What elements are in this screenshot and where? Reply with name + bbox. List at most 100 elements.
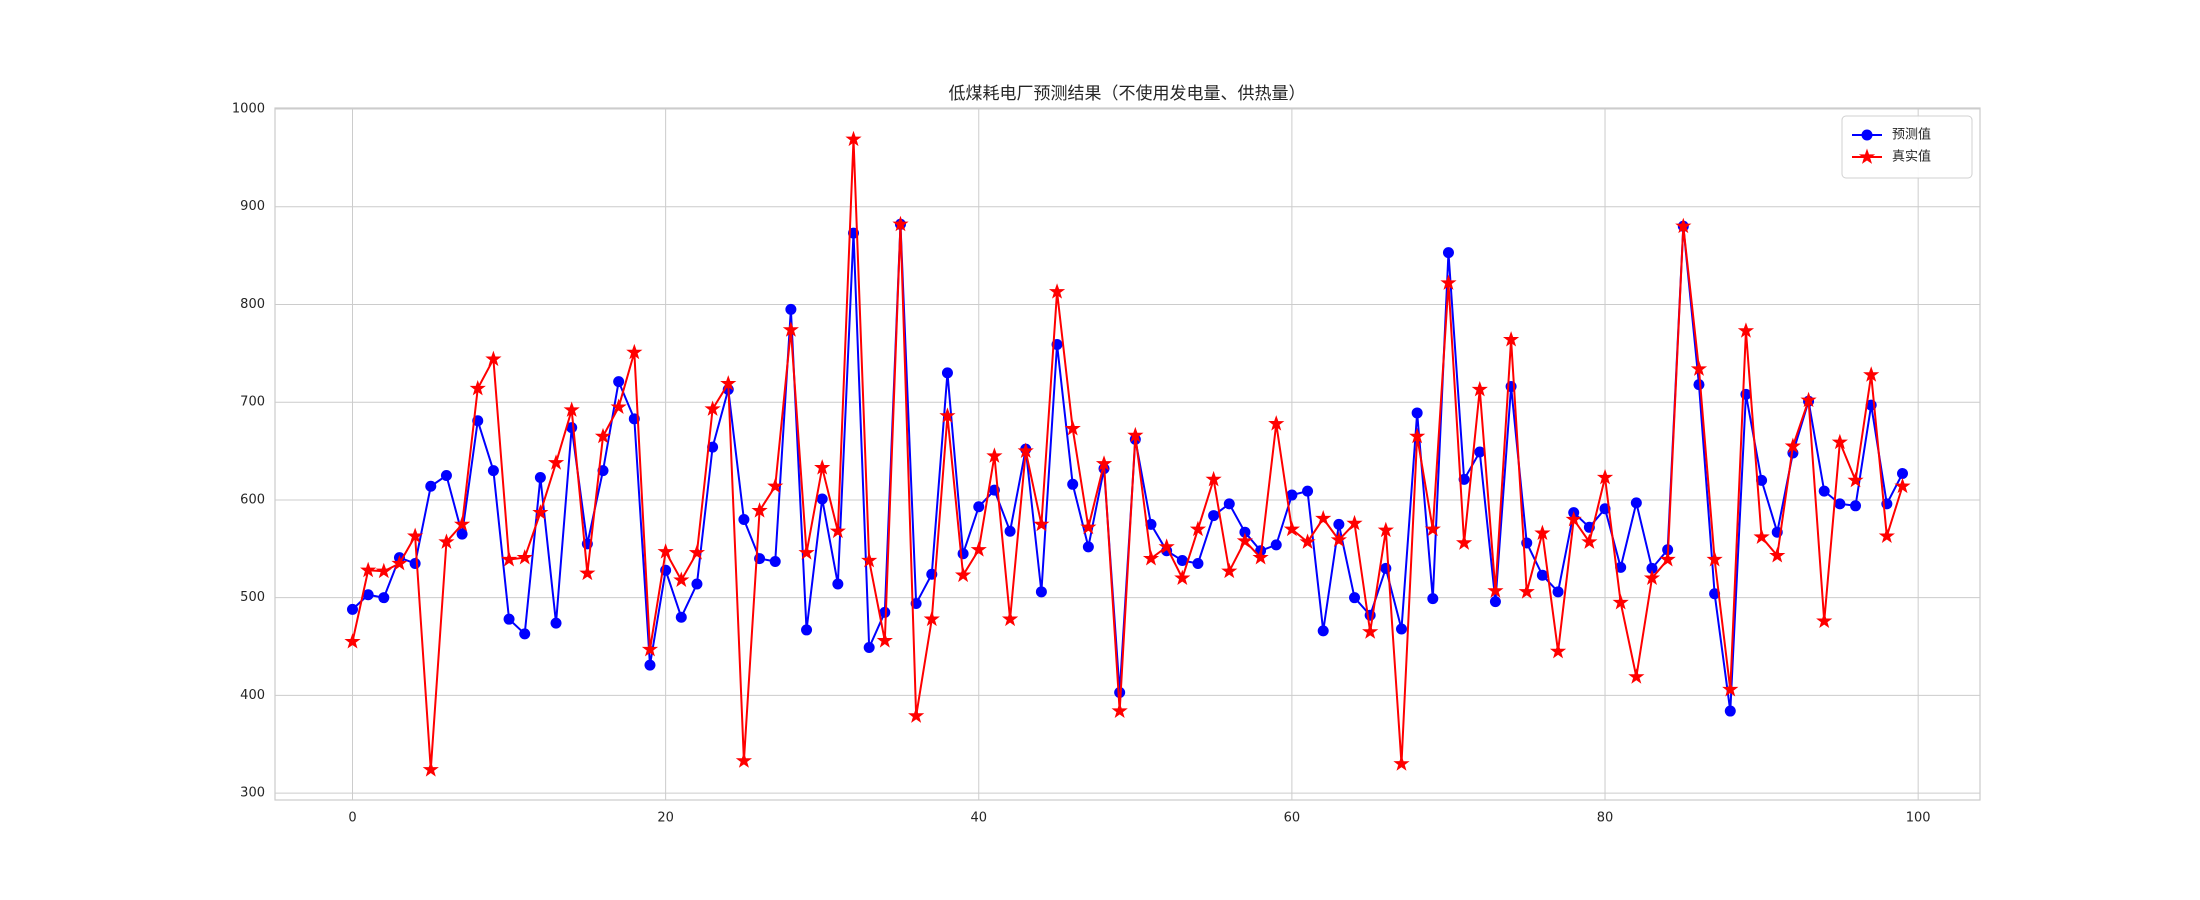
- data-point: [1080, 518, 1097, 535]
- data-point: [1440, 274, 1457, 290]
- data-point: [1064, 420, 1081, 436]
- data-point: [1769, 547, 1786, 563]
- data-point: [378, 592, 390, 604]
- data-point: [675, 611, 687, 623]
- data-point: [425, 480, 437, 492]
- y-tick-label: 400: [240, 688, 265, 703]
- data-point: [516, 549, 533, 565]
- data-point: [955, 566, 972, 583]
- data-point: [1082, 541, 1094, 553]
- data-point: [863, 642, 875, 654]
- data-point: [1035, 586, 1047, 598]
- legend-marker: [1861, 129, 1873, 141]
- data-point: [1753, 528, 1770, 544]
- data-point: [519, 628, 531, 640]
- data-point: [1690, 360, 1708, 376]
- data-point: [1709, 588, 1721, 600]
- data-point: [1239, 526, 1251, 538]
- data-point: [1471, 380, 1488, 397]
- data-point: [845, 130, 862, 147]
- data-point: [1349, 592, 1361, 604]
- legend-label: 预测值: [1892, 127, 1931, 143]
- chart-title: 低煤耗电厂预测结果（不使用发电量、供热量）: [949, 83, 1306, 104]
- data-point: [1377, 521, 1394, 538]
- data-point: [1145, 518, 1157, 530]
- data-point: [1333, 518, 1345, 530]
- data-point: [1847, 471, 1864, 488]
- legend-box: [1841, 115, 1973, 179]
- data-point: [814, 459, 831, 475]
- data-point: [1346, 514, 1363, 531]
- data-point: [1897, 468, 1908, 480]
- data-point: [485, 350, 502, 367]
- data-point: [1393, 755, 1410, 771]
- data-point: [861, 552, 878, 568]
- y-tick-label: 500: [240, 590, 265, 605]
- data-point: [1549, 642, 1567, 659]
- data-point: [1095, 455, 1113, 471]
- data-point: [1456, 534, 1473, 550]
- data-point: [785, 303, 797, 315]
- data-point: [923, 610, 940, 627]
- data-point: [503, 613, 515, 625]
- data-point: [1628, 668, 1645, 684]
- data-point: [1834, 498, 1846, 510]
- data-point: [1489, 596, 1501, 608]
- data-point: [1252, 549, 1269, 565]
- data-point: [1236, 532, 1254, 548]
- data-point: [407, 527, 424, 543]
- data-point: [1646, 562, 1658, 574]
- data-point: [973, 501, 985, 513]
- data-point: [1048, 283, 1066, 299]
- data-point: [751, 502, 768, 518]
- data-point: [720, 375, 737, 391]
- data-point: [438, 533, 455, 549]
- data-point: [1158, 538, 1175, 554]
- data-point: [908, 707, 925, 723]
- x-tick-label: 0: [348, 811, 356, 826]
- data-point: [1223, 498, 1235, 510]
- data-point: [1205, 470, 1222, 487]
- data-point: [1114, 686, 1126, 698]
- data-point: [1411, 407, 1423, 419]
- data-point: [1863, 366, 1880, 382]
- y-tick-label: 900: [240, 199, 265, 214]
- data-point: [1286, 489, 1298, 501]
- data-point: [1518, 583, 1535, 599]
- data-point: [1424, 520, 1441, 537]
- data-point: [1737, 322, 1755, 338]
- data-point: [579, 564, 596, 581]
- y-tick-label: 1000: [232, 101, 265, 116]
- data-point: [691, 578, 703, 590]
- data-point: [1017, 442, 1034, 458]
- data-point: [1659, 551, 1676, 567]
- data-point: [469, 379, 486, 396]
- data-point: [1756, 474, 1768, 486]
- data-point: [798, 544, 815, 560]
- data-point: [644, 659, 656, 671]
- data-point: [782, 321, 799, 337]
- data-point: [1831, 433, 1848, 450]
- data-point: [1192, 557, 1204, 569]
- data-point: [738, 513, 750, 525]
- data-point: [1270, 539, 1282, 551]
- data-point: [347, 603, 358, 615]
- data-line: [351, 139, 1904, 770]
- y-tick-label: 600: [240, 492, 265, 507]
- data-point: [986, 447, 1003, 463]
- data-point: [1850, 500, 1862, 512]
- data-point: [1174, 569, 1191, 586]
- data-point: [1878, 527, 1895, 543]
- data-point: [941, 367, 953, 379]
- data-point: [641, 640, 659, 657]
- data-point: [1612, 594, 1629, 610]
- data-point: [657, 543, 674, 559]
- data-point: [1142, 550, 1160, 566]
- data-point: [829, 522, 846, 539]
- x-tick-label: 40: [970, 811, 987, 826]
- y-tick-label: 700: [240, 395, 265, 410]
- data-point: [970, 541, 987, 557]
- data-point: [1818, 485, 1830, 497]
- data-point: [892, 215, 909, 232]
- data-point: [1693, 379, 1705, 391]
